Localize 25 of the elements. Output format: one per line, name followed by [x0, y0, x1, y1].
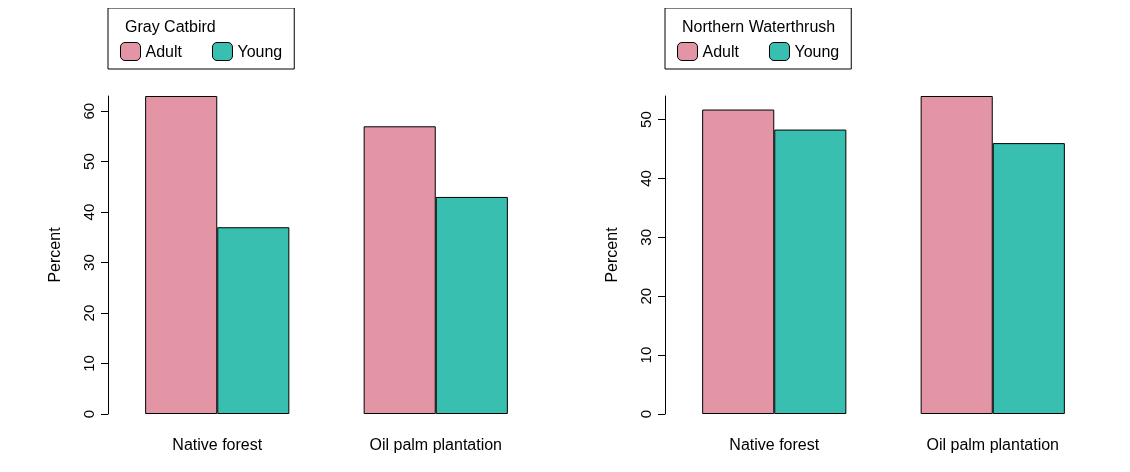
legend-title: Northern Waterthrush	[682, 17, 836, 35]
y-tick-label: 50	[637, 111, 654, 128]
y-tick-label: 40	[80, 203, 97, 221]
legend-label: Young	[237, 43, 283, 60]
y-tick-label: 30	[80, 254, 97, 271]
x-tick-label: Oil palm plantation	[926, 435, 1060, 453]
y-tick-label: 60	[80, 102, 97, 120]
legend-label: Young	[794, 43, 840, 60]
x-tick-label: Native forest	[172, 435, 263, 453]
y-tick-label: 40	[637, 170, 654, 187]
y-tick-label: 0	[80, 409, 97, 419]
y-axis-title: Percent	[602, 226, 620, 283]
y-tick-label: 20	[637, 287, 654, 305]
legend-title: Gray Catbird	[125, 17, 216, 35]
y-axis-title: Percent	[45, 226, 63, 283]
x-tick-label: Native forest	[729, 435, 820, 453]
y-tick-label: 20	[80, 304, 97, 322]
y-tick-label: 50	[80, 153, 97, 170]
y-tick-label: 10	[637, 346, 654, 364]
x-tick-label: Oil palm plantation	[369, 435, 503, 453]
y-tick-label: 30	[637, 228, 654, 246]
legend-label: Adult	[702, 43, 740, 60]
y-tick-label: 10	[80, 355, 97, 372]
legend-label: Adult	[145, 43, 183, 60]
y-tick-label: 0	[637, 409, 654, 419]
